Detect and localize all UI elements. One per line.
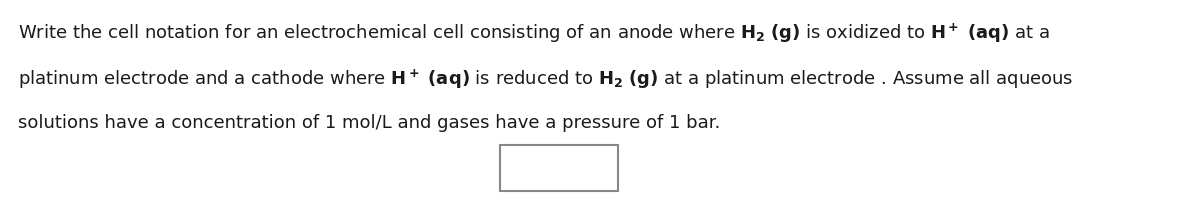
Text: Write the cell notation for an electrochemical cell consisting of an anode where: Write the cell notation for an electroch… [18, 22, 1050, 45]
Bar [500, 145, 618, 191]
Text: solutions have a concentration of 1 mol/L and gases have a pressure of 1 bar.: solutions have a concentration of 1 mol/… [18, 114, 720, 132]
Text: platinum electrode and a cathode where $\mathbf{H^+\ (aq)}$ is reduced to $\math: platinum electrode and a cathode where $… [18, 68, 1073, 91]
